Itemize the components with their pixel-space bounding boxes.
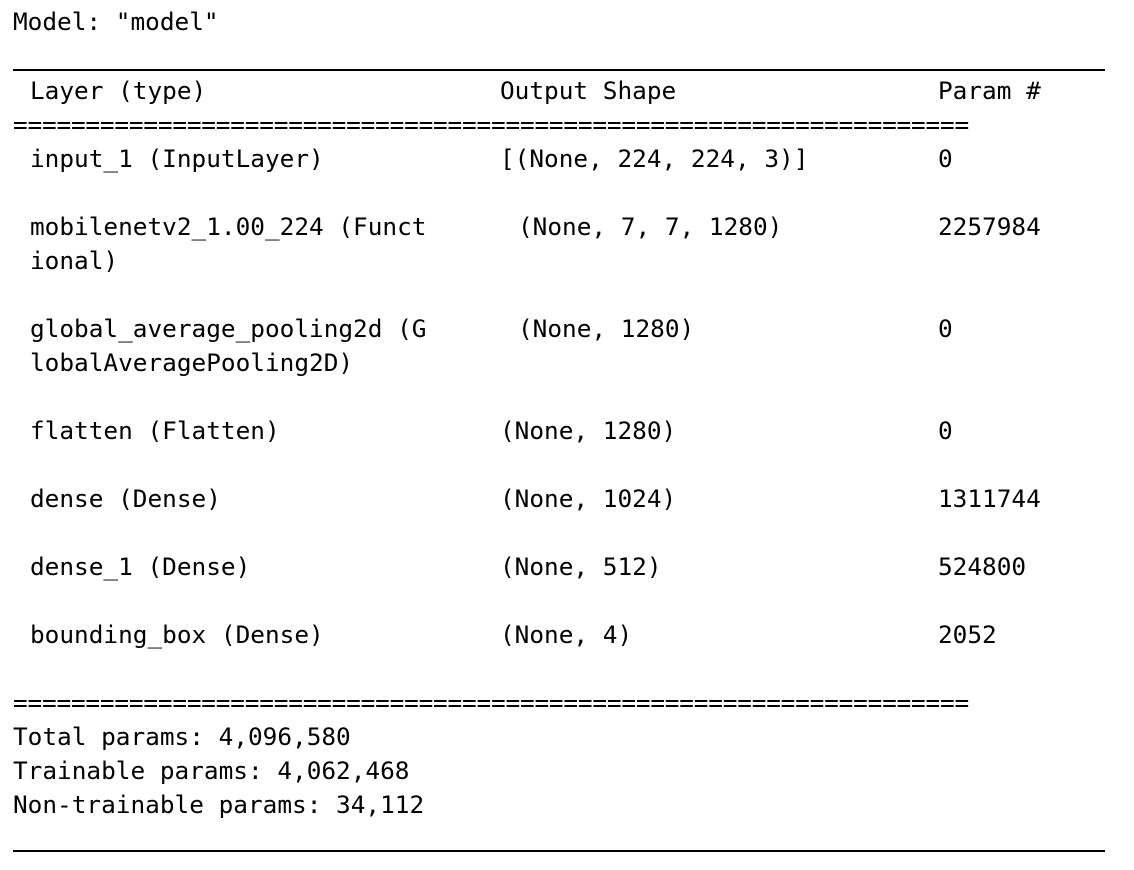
layer-name: bounding_box (Dense)	[30, 620, 324, 649]
output-shape: [(None, 224, 224, 3)]	[500, 144, 809, 173]
param-count: 1311744	[938, 484, 1041, 513]
layer-name: flatten (Flatten)	[30, 416, 280, 445]
output-shape: (None, 4)	[500, 620, 633, 649]
param-count: 0	[938, 416, 953, 445]
layer-name: input_1 (InputLayer)	[30, 144, 324, 173]
output-shape: (None, 7, 7, 1280)	[518, 212, 783, 241]
param-count: 2257984	[938, 212, 1041, 241]
output-shape: (None, 512)	[500, 552, 662, 581]
output-shape: (None, 1280)	[518, 314, 695, 343]
top-rule	[13, 69, 1105, 71]
trainable-params: Trainable params: 4,062,468	[13, 756, 410, 785]
param-count: 0	[938, 144, 953, 173]
header-output-shape: Output Shape	[500, 76, 677, 105]
footer-separator: ========================================…	[13, 688, 969, 717]
header-layer: Layer (type)	[30, 76, 207, 105]
layer-name: global_average_pooling2d (G	[30, 314, 427, 343]
header-param: Param #	[938, 76, 1041, 105]
output-shape: (None, 1280)	[500, 416, 677, 445]
layer-name: dense (Dense)	[30, 484, 221, 513]
layer-name-continued: lobalAveragePooling2D)	[30, 348, 354, 377]
model-title: Model: "model"	[13, 7, 219, 36]
header-separator: ========================================…	[13, 110, 969, 139]
layer-name: dense_1 (Dense)	[30, 552, 251, 581]
total-params: Total params: 4,096,580	[13, 722, 351, 751]
non-trainable-params: Non-trainable params: 34,112	[13, 790, 425, 819]
output-shape: (None, 1024)	[500, 484, 677, 513]
param-count: 524800	[938, 552, 1027, 581]
param-count: 0	[938, 314, 953, 343]
bottom-rule	[13, 850, 1105, 852]
layer-name-continued: ional)	[30, 246, 119, 275]
param-count: 2052	[938, 620, 997, 649]
layer-name: mobilenetv2_1.00_224 (Funct	[30, 212, 427, 241]
